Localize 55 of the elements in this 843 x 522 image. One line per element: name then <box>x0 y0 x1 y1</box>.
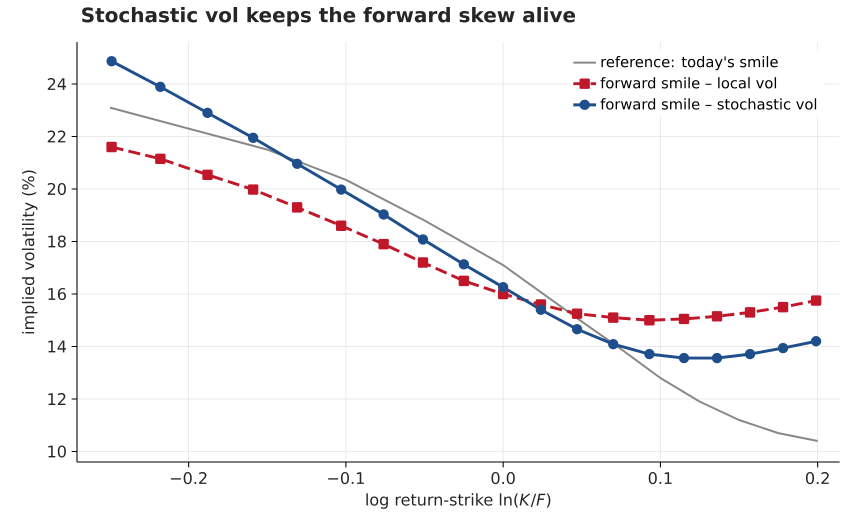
y-tick-label: 10 <box>48 445 66 458</box>
legend-label: reference: today's smile <box>602 56 778 70</box>
point <box>778 342 788 354</box>
point <box>644 348 655 360</box>
y-tick-label: 14 <box>48 340 66 352</box>
y-tick-label: 20 <box>48 182 66 196</box>
point <box>378 209 389 220</box>
point <box>202 170 213 180</box>
y-axis-title: implied volatility (%) <box>22 170 38 334</box>
point <box>292 158 302 169</box>
point <box>248 184 258 195</box>
point <box>378 238 389 250</box>
point <box>418 257 428 268</box>
point <box>678 314 690 324</box>
point <box>744 307 756 318</box>
point <box>536 304 546 315</box>
y-tick-label: 12 <box>48 393 66 405</box>
point <box>106 56 117 66</box>
point <box>778 302 788 312</box>
point <box>644 315 655 326</box>
x-axis-title: log return-strike ln(K/F) <box>366 493 550 509</box>
point <box>336 184 346 195</box>
y-tick-label: 22 <box>48 130 66 142</box>
legend-label: forward smile – local vol <box>600 77 776 88</box>
point <box>608 338 618 350</box>
point <box>678 352 690 364</box>
y-tick-label: 18 <box>48 235 66 248</box>
point <box>458 276 470 286</box>
x-tick-label: −0.2 <box>170 472 206 484</box>
point <box>572 308 582 319</box>
legend-label: forward smile – stochastic vol <box>600 98 816 110</box>
point <box>608 312 618 323</box>
point <box>458 259 470 270</box>
point <box>202 108 213 118</box>
point <box>248 132 258 144</box>
x-tick-label: 0.2 <box>806 472 829 484</box>
point <box>810 336 822 346</box>
point <box>498 282 508 292</box>
y-tick-label: 16 <box>48 288 66 300</box>
point <box>712 352 722 364</box>
point <box>155 82 166 92</box>
point <box>810 295 822 306</box>
point <box>744 348 756 360</box>
x-tick-label: 0.1 <box>648 472 672 484</box>
chart-title: Stochastic vol keeps the forward skew alive <box>82 7 576 26</box>
point <box>572 324 582 334</box>
point <box>418 234 428 245</box>
point <box>292 202 302 213</box>
point <box>712 311 722 322</box>
x-tick-label: 0.0 <box>491 472 515 484</box>
point <box>155 154 166 164</box>
x-tick-label: −0.1 <box>328 472 364 484</box>
y-tick-label: 24 <box>48 78 66 90</box>
point <box>106 142 117 152</box>
point <box>336 220 346 231</box>
